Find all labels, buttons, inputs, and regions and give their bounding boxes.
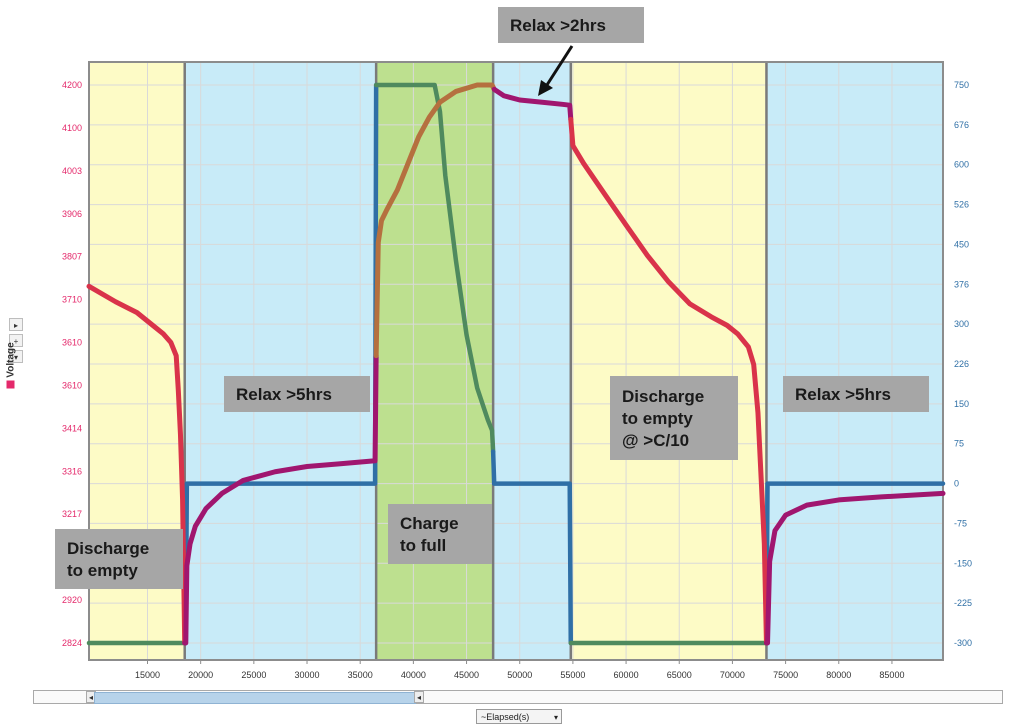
x-axis-select-value: ~Elapsed(s) [481, 712, 530, 722]
x-tick-label: 50000 [507, 670, 532, 680]
axis-expand-button[interactable]: ▸ [9, 318, 23, 331]
x-tick-label: 15000 [135, 670, 160, 680]
region-relax [766, 62, 943, 660]
voltage-series-line [491, 86, 574, 122]
y-right-tick-label: -225 [954, 598, 972, 608]
voltage-series-line [86, 283, 188, 646]
y-left-tick-label: 4100 [62, 123, 82, 133]
battery-cycle-chart: 2824292031203217331634143610361037103807… [55, 7, 972, 680]
annotation-label: Charge to full [388, 504, 492, 564]
annotation-box [498, 7, 644, 43]
y-right-tick-label: 150 [954, 399, 969, 409]
voltage-series-line [182, 353, 379, 646]
y-right-tick-label: 226 [954, 359, 969, 369]
region-relax [184, 62, 377, 660]
annotation-label: Relax >2hrs [498, 7, 644, 43]
y-left-tick-label: 4200 [62, 80, 82, 90]
axis-menu-button[interactable]: ▾ [9, 350, 23, 363]
region-discharge [570, 62, 767, 660]
y-right-tick-label: -150 [954, 558, 972, 568]
voltage-series-line [763, 490, 946, 646]
y-left-tick-label: 2920 [62, 595, 82, 605]
voltage-series-line [373, 82, 497, 359]
y-axis-label-text: Voltage [5, 342, 17, 378]
y-axis-label[interactable]: Voltage [6, 331, 17, 401]
x-tick-label: 30000 [295, 670, 320, 680]
x-tick-label: 55000 [560, 670, 585, 680]
y-right-tick-label: 75 [954, 439, 964, 449]
y-right-tick-label: 376 [954, 279, 969, 289]
x-tick-label: 75000 [773, 670, 798, 680]
chevron-down-icon: ▾ [553, 713, 558, 722]
x-tick-label: 20000 [188, 670, 213, 680]
y-right-tick-label: -75 [954, 518, 967, 528]
y-left-tick-label: 3710 [62, 295, 82, 305]
scroll-right-arrow[interactable]: ◂ [414, 691, 424, 703]
y-right-tick-label: 676 [954, 120, 969, 130]
x-tick-label: 70000 [720, 670, 745, 680]
x-tick-label: 35000 [348, 670, 373, 680]
annotation-box [224, 376, 370, 412]
y-left-tick-label: 3906 [62, 209, 82, 219]
plot-frame [88, 61, 944, 661]
x-tick-label: 60000 [614, 670, 639, 680]
y-left-tick-label: 2824 [62, 638, 82, 648]
y-left-tick-label: 3610 [62, 380, 82, 390]
annotation-box [610, 376, 738, 460]
annotation-text: Charge to full [400, 514, 459, 555]
current-series-line [490, 449, 574, 646]
y-right-tick-label: 0 [954, 479, 959, 489]
region-charge [376, 62, 494, 660]
annotation-label: Discharge to empty [55, 529, 183, 589]
scroll-thumb[interactable] [94, 692, 416, 704]
annotation-text: Relax >5hrs [236, 385, 332, 404]
annotation-text: Discharge to empty [67, 539, 149, 580]
y-left-tick-label: 4003 [62, 166, 82, 176]
axis-add-button[interactable]: + [9, 334, 23, 347]
x-axis-select[interactable]: ~Elapsed(s) ▾ [476, 709, 562, 724]
annotation-arrow-shaft [543, 45, 574, 89]
x-tick-label: 80000 [826, 670, 851, 680]
annotation-arrow-head [538, 80, 553, 96]
y-left-tick-label: 3610 [62, 338, 82, 348]
current-series-line [373, 82, 496, 454]
y-right-tick-label: -300 [954, 638, 972, 648]
y-left-tick-label: 3807 [62, 252, 82, 262]
voltage-swatch [6, 380, 15, 389]
y-left-tick-label: 3414 [62, 423, 82, 433]
y-right-tick-label: 450 [954, 239, 969, 249]
x-tick-label: 45000 [454, 670, 479, 680]
annotation-label: Relax >5hrs [224, 376, 370, 412]
annotation-label: Discharge to empty @ >C/10 [610, 376, 738, 460]
annotation-text: Relax >5hrs [795, 385, 891, 404]
x-tick-label: 40000 [401, 670, 426, 680]
voltage-series-line [568, 116, 769, 646]
annotation-text: Relax >2hrs [510, 16, 606, 35]
y-right-tick-label: 300 [954, 319, 969, 329]
annotation-box [388, 504, 492, 564]
annotation-box [783, 376, 929, 412]
x-tick-label: 25000 [241, 670, 266, 680]
x-scrollbar[interactable]: ◂ ◂ [33, 690, 1003, 704]
y-left-tick-label: 3217 [62, 509, 82, 519]
y-right-tick-label: 526 [954, 200, 969, 210]
region-relax [493, 62, 571, 660]
annotation-text: Discharge to empty @ >C/10 [622, 387, 704, 450]
x-tick-label: 65000 [667, 670, 692, 680]
annotation-label: Relax >5hrs [783, 376, 929, 412]
x-tick-label: 85000 [879, 670, 904, 680]
y-right-tick-label: 600 [954, 160, 969, 170]
y-left-tick-label: 3316 [62, 466, 82, 476]
y-right-tick-label: 750 [954, 80, 969, 90]
annotation-box [55, 529, 183, 589]
